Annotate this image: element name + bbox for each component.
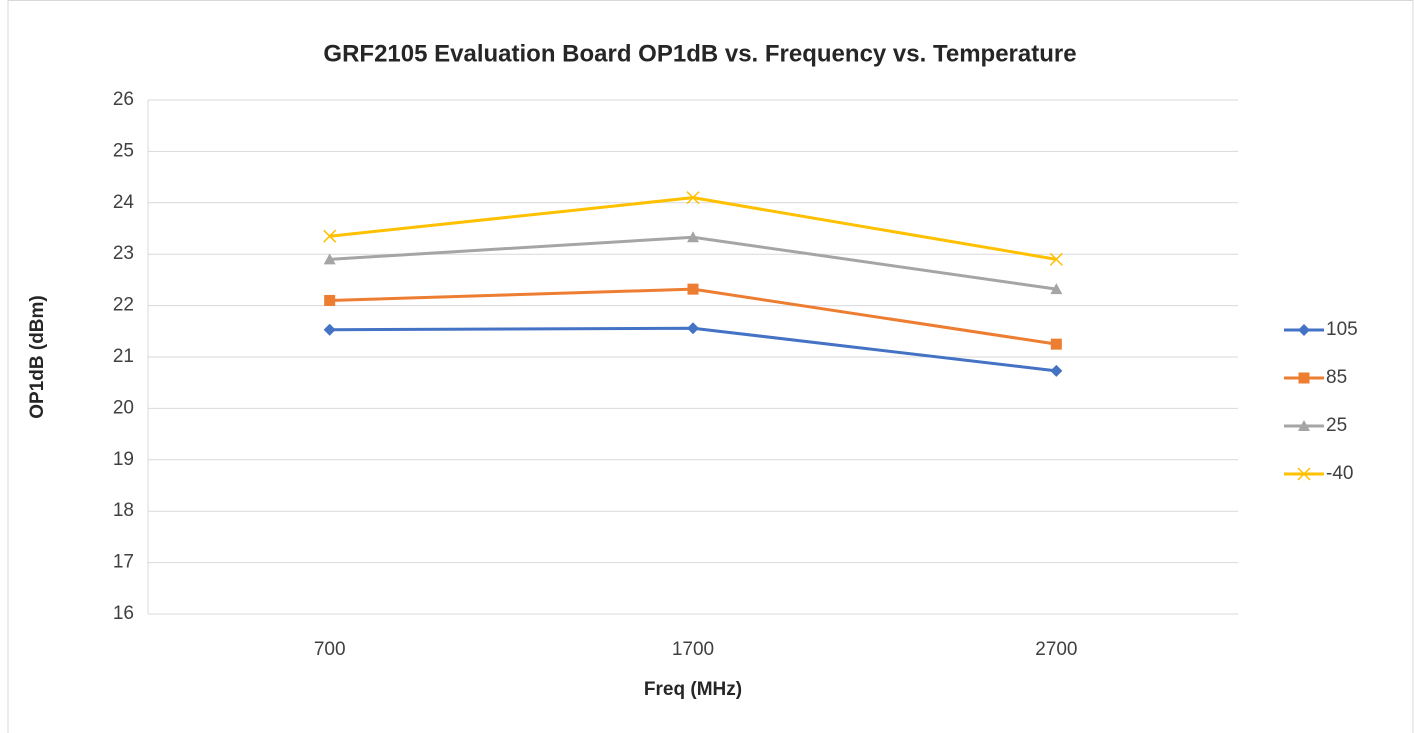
point [323,253,336,265]
point [687,231,699,243]
point [1297,467,1311,481]
point [1298,324,1310,336]
y-axis-label: OP1dB (dBm) [27,295,48,419]
y-tick-label: 16 [113,603,134,624]
x-tick-label: 700 [314,639,346,660]
y-tick-label: 22 [113,295,134,316]
legend-label: 25 [1326,415,1347,436]
point [1049,252,1063,266]
point [686,191,700,205]
x-tick-label: 1700 [672,639,714,660]
y-tick-label: 25 [113,140,134,161]
point [687,322,699,335]
legend-label: 105 [1326,319,1358,340]
point [324,294,336,306]
chart-title: GRF2105 Evaluation Board OP1dB vs. Frequ… [323,40,1076,67]
y-tick-label: 18 [113,500,134,521]
point [687,283,699,295]
point [1050,283,1063,295]
y-tick-label: 26 [113,89,134,110]
point [323,229,337,243]
y-tick-label: 19 [113,449,134,470]
point [1298,372,1310,384]
x-axis-label: Freq (MHz) [644,679,742,700]
y-tick-label: 24 [113,192,135,213]
point [1298,420,1310,431]
point [323,323,336,336]
y-tick-label: 21 [113,346,134,367]
y-tick-label: 23 [113,243,134,264]
point [1050,364,1063,377]
y-tick-label: 17 [113,552,134,573]
x-tick-label: 2700 [1035,639,1077,660]
y-tick-label: 20 [113,397,134,418]
legend-label: -40 [1326,463,1353,484]
point [1050,338,1062,350]
legend-label: 85 [1326,367,1347,388]
chart-frame [7,0,1414,733]
